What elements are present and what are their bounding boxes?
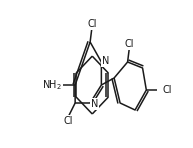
Text: Cl: Cl bbox=[162, 85, 172, 95]
Text: N: N bbox=[102, 56, 110, 66]
Text: N: N bbox=[91, 99, 98, 109]
Text: Cl: Cl bbox=[124, 39, 134, 49]
Text: NH$_2$: NH$_2$ bbox=[42, 78, 62, 92]
Text: Cl: Cl bbox=[87, 19, 96, 29]
Text: Cl: Cl bbox=[63, 116, 73, 126]
